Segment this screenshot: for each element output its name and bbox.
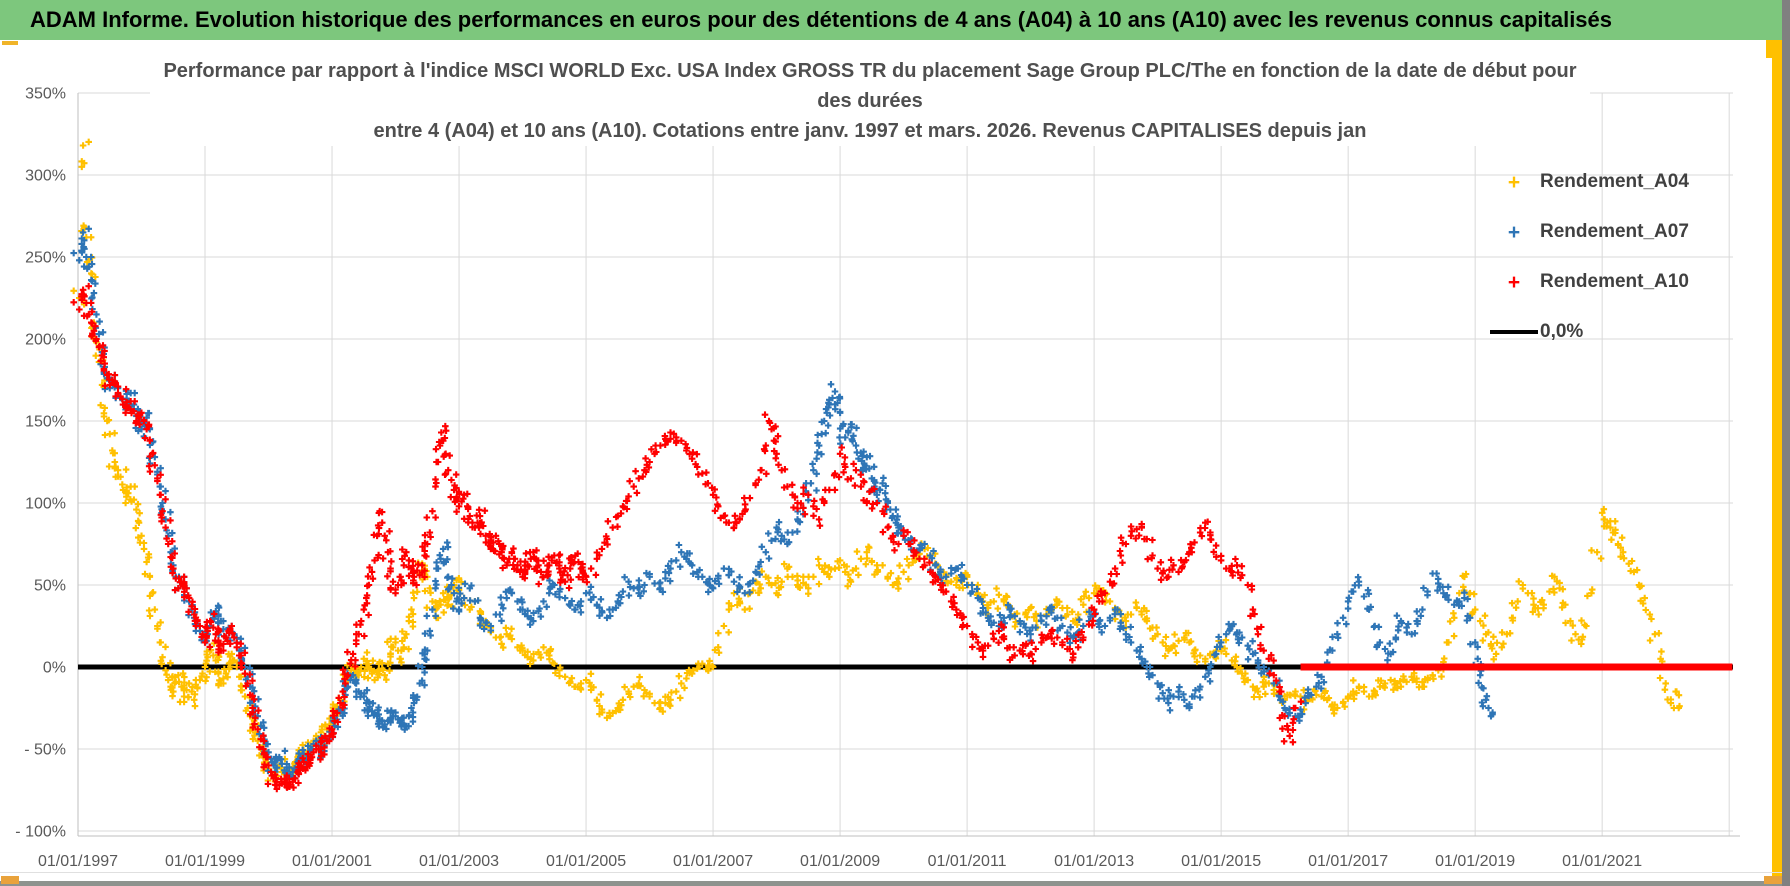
app-header-title: ADAM Informe. Evolution historique des p… — [0, 0, 1782, 40]
y-axis-tick-label: 150% — [25, 414, 66, 431]
legend-label: Rendement_A04 — [1540, 171, 1689, 192]
y-axis-tick-label: 300% — [25, 168, 66, 185]
x-axis-tick-label: 01/01/1997 — [38, 853, 118, 870]
plus-marker-icon: + — [1507, 220, 1521, 244]
chart-legend: + Rendement_A04 + Rendement_A07 + Rendem… — [1488, 157, 1728, 357]
y-axis-tick-label: 0% — [43, 660, 66, 677]
plus-marker-icon: + — [1507, 270, 1521, 294]
x-axis-tick-label: 01/01/2005 — [546, 853, 626, 870]
legend-label: Rendement_A07 — [1540, 221, 1689, 242]
bottom-right-accent[interactable] — [1764, 876, 1782, 884]
header-accent-dash — [2, 41, 18, 45]
series-rendement_a10 — [70, 282, 1305, 793]
legend-item-rendement-a04[interactable]: + Rendement_A04 — [1488, 157, 1728, 207]
chart-title: Performance par rapport à l'indice MSCI … — [150, 56, 1590, 146]
plus-marker-icon: + — [1507, 170, 1521, 194]
x-axis-tick-label: 01/01/2019 — [1435, 853, 1515, 870]
legend-label: 0,0% — [1540, 321, 1584, 342]
x-axis-tick-label: 01/01/2007 — [673, 853, 753, 870]
bottom-divider — [0, 872, 1782, 873]
y-axis-tick-label: - 50% — [24, 742, 66, 759]
legend-item-zero-line[interactable]: 0,0% — [1488, 307, 1728, 357]
y-axis-tick-label: 200% — [25, 332, 66, 349]
legend-label: Rendement_A10 — [1540, 271, 1689, 292]
x-axis-tick-label: 01/01/1999 — [165, 853, 245, 870]
x-axis-tick-label: 01/01/2015 — [1181, 853, 1261, 870]
x-axis-tick-label: 01/01/2011 — [928, 853, 1007, 870]
right-edge-strip — [1782, 0, 1790, 886]
chart-title-line-2: des durées — [817, 90, 923, 112]
bottom-left-accent[interactable] — [1, 876, 19, 884]
chart-title-line-1: Performance par rapport à l'indice MSCI … — [163, 60, 1577, 82]
x-axis-tick-label: 01/01/2017 — [1308, 853, 1388, 870]
x-axis-tick-label: 01/01/2001 — [292, 853, 372, 870]
x-axis-tick-label: 01/01/2021 — [1562, 853, 1642, 870]
bottom-edge-bar — [0, 881, 1782, 886]
x-axis-tick-label: 01/01/2013 — [1054, 853, 1134, 870]
chart-title-line-3: entre 4 (A04) et 10 ans (A10). Cotations… — [373, 120, 1367, 142]
x-axis-tick-label: 01/01/2009 — [800, 853, 880, 870]
y-axis-tick-label: - 100% — [15, 824, 66, 841]
series-rendement_a04 — [70, 138, 1683, 785]
line-marker-icon — [1490, 330, 1538, 334]
x-axis-tick-label: 01/01/2003 — [419, 853, 499, 870]
y-axis-tick-label: 250% — [25, 250, 66, 267]
legend-item-rendement-a07[interactable]: + Rendement_A07 — [1488, 207, 1728, 257]
y-axis-tick-label: 50% — [34, 578, 66, 595]
y-axis-tick-label: 350% — [25, 86, 66, 103]
y-axis-tick-label: 100% — [25, 496, 66, 513]
right-scrollbar-strip[interactable] — [1772, 40, 1782, 886]
legend-item-rendement-a10[interactable]: + Rendement_A10 — [1488, 257, 1728, 307]
